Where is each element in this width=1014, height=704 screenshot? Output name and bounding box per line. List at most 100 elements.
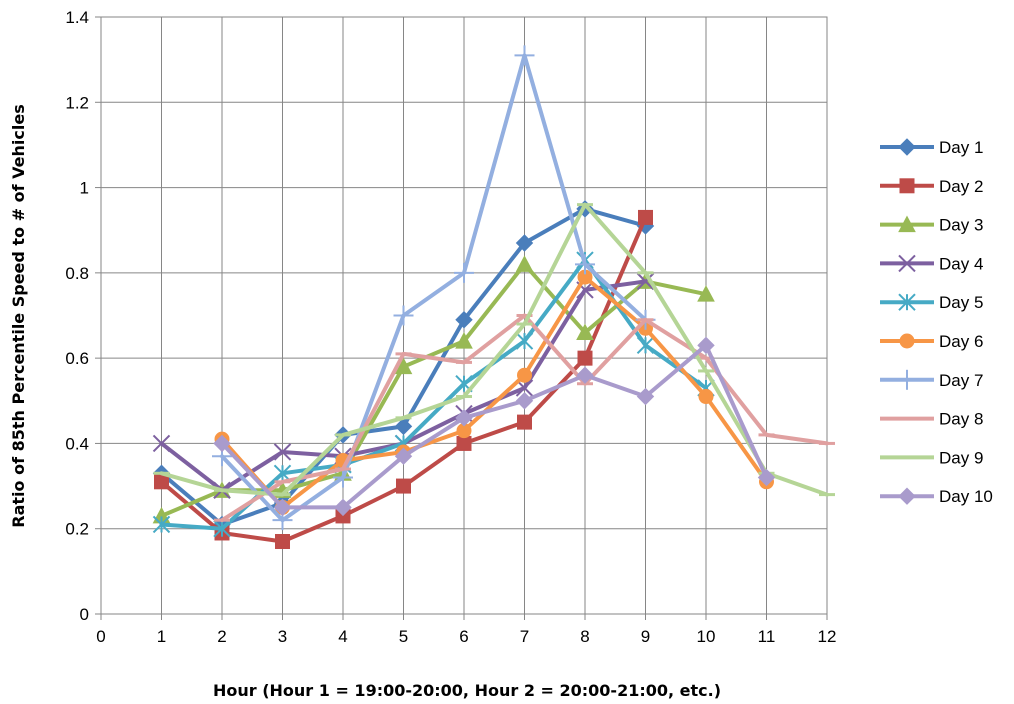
x-tick-label: 1	[157, 627, 166, 646]
x-axis-title: Hour (Hour 1 = 19:00-20:00, Hour 2 = 20:…	[213, 681, 721, 700]
x-tick-label: 2	[217, 627, 226, 646]
series-day-8	[214, 313, 835, 523]
legend-label-day-7: Day 7	[939, 371, 983, 390]
y-tick-label: 0.6	[65, 349, 89, 368]
y-tick-label: 0	[80, 605, 89, 624]
x-tick-label: 8	[580, 627, 589, 646]
x-tick-label: 6	[459, 627, 468, 646]
series-line-day-7	[220, 53, 648, 523]
data-point-day-10	[334, 498, 352, 517]
legend-item-day-6: Day 6	[880, 332, 983, 351]
data-point-day-10	[273, 498, 292, 517]
legend-marker	[897, 369, 917, 390]
y-tick-label: 1.2	[65, 93, 89, 112]
data-point-day-3	[576, 323, 594, 341]
legend-item-day-4: Day 4	[880, 254, 983, 273]
data-point-day-6	[517, 367, 532, 383]
series-line-day-9	[159, 202, 829, 497]
legend-item-day-9: Day 9	[880, 448, 983, 467]
x-tick-label: 7	[520, 627, 529, 646]
legend: Day 1 Day 2 Day 3 Day 4 Day 5 Day 6 Day 7 Day 8…	[880, 138, 993, 506]
series-day-2	[154, 209, 653, 550]
legend-marker	[899, 333, 915, 349]
data-point-day-7	[575, 254, 595, 275]
legend-item-day-2: Day 2	[880, 177, 983, 196]
data-point-day-2	[396, 478, 411, 494]
data-point-day-1	[455, 311, 473, 329]
data-point-day-10	[455, 409, 473, 427]
y-tick-label: 1.4	[65, 8, 89, 27]
legend-label-day-5: Day 5	[939, 293, 983, 312]
y-tick-label: 0.2	[65, 520, 89, 539]
legend-label-day-2: Day 2	[939, 177, 983, 196]
y-axis-title: Ratio of 85th Percentile Speed to # of V…	[9, 104, 28, 527]
data-point-day-10	[213, 434, 231, 453]
legend-label-day-10: Day 10	[939, 487, 993, 506]
data-point-day-3	[515, 255, 534, 272]
legend-item-day-1: Day 1	[880, 138, 983, 157]
y-tick-label: 0.4	[65, 434, 89, 453]
data-point-day-7	[514, 45, 535, 66]
data-point-day-10	[757, 468, 776, 487]
series-day-10	[213, 336, 776, 517]
data-point-day-3	[394, 357, 413, 375]
data-point-day-4	[273, 443, 292, 461]
data-point-day-10	[576, 366, 594, 384]
x-tick-label: 3	[278, 627, 287, 646]
data-point-day-10	[697, 336, 715, 355]
x-tick-label: 4	[338, 627, 347, 646]
data-point-day-2	[154, 474, 169, 490]
series-day-9	[153, 202, 835, 497]
data-point-day-2	[517, 414, 532, 430]
series-line-day-6	[220, 275, 769, 510]
data-point-day-2	[638, 209, 653, 225]
data-point-day-10	[515, 392, 534, 410]
legend-label-day-4: Day 4	[939, 254, 983, 273]
legend-item-day-10: Day 10	[880, 487, 993, 506]
data-point-day-10	[394, 447, 413, 465]
x-tick-label: 11	[758, 627, 776, 646]
data-point-day-6	[698, 389, 714, 405]
legend-label-day-3: Day 3	[939, 216, 983, 235]
legend-marker	[898, 215, 916, 233]
legend-marker	[898, 138, 916, 156]
x-tick-label: 0	[96, 627, 105, 646]
data-point-day-1	[515, 234, 534, 252]
data-point-day-2	[456, 435, 472, 451]
legend-label-day-8: Day 8	[939, 410, 983, 429]
x-tick-label: 9	[641, 627, 650, 646]
y-tick-label: 1	[80, 179, 89, 198]
data-point-day-4	[152, 434, 171, 453]
data-point-day-10	[636, 387, 655, 406]
legend-label-day-1: Day 1	[939, 138, 983, 157]
legend-marker	[898, 487, 916, 505]
data-point-day-5	[515, 332, 534, 350]
legend-marker	[899, 178, 915, 194]
legend-item-day-8: Day 8	[880, 410, 983, 429]
legend-marker	[898, 293, 916, 311]
data-point-day-5	[213, 520, 231, 538]
y-tick-label: 0.8	[65, 264, 89, 283]
data-point-day-7	[393, 305, 414, 326]
data-point-day-2	[577, 350, 593, 366]
legend-item-day-5: Day 5	[880, 293, 983, 312]
data-point-day-3	[697, 285, 715, 302]
legend-marker	[898, 254, 916, 273]
data-point-day-7	[454, 262, 474, 283]
x-tick-label: 12	[818, 627, 837, 646]
legend-label-day-6: Day 6	[939, 332, 983, 351]
legend-label-day-9: Day 9	[939, 448, 983, 467]
data-point-day-1	[394, 417, 413, 436]
data-point-day-3	[455, 332, 473, 349]
data-point-day-5	[273, 464, 292, 482]
legend-item-day-3: Day 3	[880, 215, 983, 235]
legend-item-day-7: Day 7	[880, 369, 983, 390]
x-tick-label: 10	[697, 627, 716, 646]
data-point-day-2	[275, 534, 290, 550]
series-line-day-10	[220, 343, 769, 510]
series-lines	[152, 45, 835, 550]
data-point-day-5	[152, 515, 171, 534]
data-point-day-5	[636, 336, 655, 355]
